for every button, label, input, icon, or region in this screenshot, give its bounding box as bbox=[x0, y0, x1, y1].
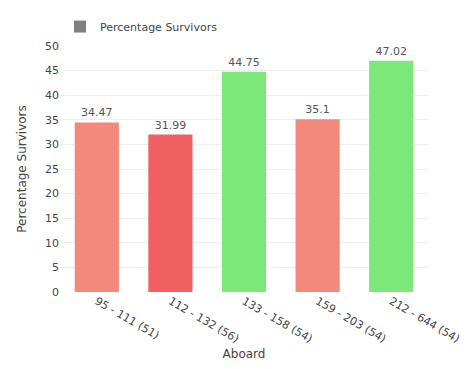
svg-text:133 - 158 (54): 133 - 158 (54) bbox=[240, 295, 315, 346]
svg-text:35.1: 35.1 bbox=[305, 103, 330, 116]
svg-text:40: 40 bbox=[45, 89, 59, 102]
svg-text:44.75: 44.75 bbox=[228, 56, 260, 69]
svg-text:20: 20 bbox=[45, 187, 59, 200]
svg-text:50: 50 bbox=[45, 40, 59, 53]
svg-text:15: 15 bbox=[45, 212, 59, 225]
svg-text:34.47: 34.47 bbox=[81, 106, 113, 119]
svg-text:31.99: 31.99 bbox=[155, 119, 187, 132]
svg-text:35: 35 bbox=[45, 114, 59, 127]
svg-text:0: 0 bbox=[52, 286, 59, 299]
svg-text:112 - 132 (56): 112 - 132 (56) bbox=[166, 295, 241, 346]
svg-text:Aboard: Aboard bbox=[223, 347, 266, 361]
svg-text:95 - 111 (51): 95 - 111 (51) bbox=[93, 295, 162, 342]
svg-text:Percentage Survivors: Percentage Survivors bbox=[15, 105, 29, 233]
svg-text:47.02: 47.02 bbox=[375, 45, 407, 58]
svg-text:159 - 203 (54): 159 - 203 (54) bbox=[313, 295, 388, 346]
svg-text:Percentage Survivors: Percentage Survivors bbox=[100, 21, 217, 34]
svg-text:5: 5 bbox=[52, 261, 59, 274]
svg-text:30: 30 bbox=[45, 138, 59, 151]
svg-text:25: 25 bbox=[45, 163, 59, 176]
svg-text:212 - 644 (54): 212 - 644 (54) bbox=[387, 295, 462, 346]
svg-text:10: 10 bbox=[45, 237, 59, 250]
svg-text:45: 45 bbox=[45, 64, 59, 77]
